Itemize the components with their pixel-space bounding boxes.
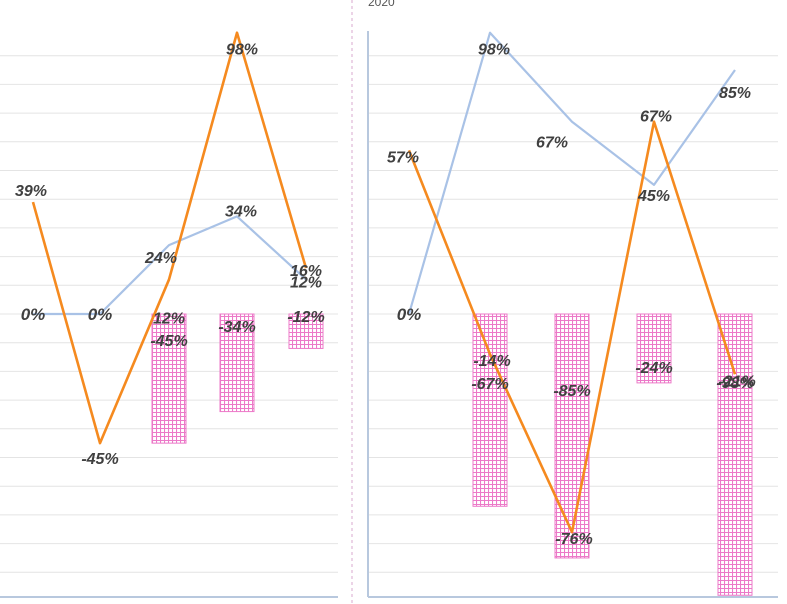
series-2 (31, 31, 308, 445)
series-2 (407, 120, 737, 534)
data-label: 45% (637, 188, 670, 205)
bar (554, 313, 590, 559)
bar (717, 313, 753, 596)
data-labels-0: 0% 0% 24% 34% 12% (21, 203, 322, 324)
data-label: 98% (478, 42, 510, 59)
data-label: -34% (218, 319, 255, 336)
data-label: 39% (15, 183, 47, 200)
panel-title-2020: 2020 (368, 0, 395, 9)
data-label: 67% (640, 109, 672, 126)
data-label: -85% (553, 383, 590, 400)
series-line (407, 31, 736, 315)
data-labels-2: 39% -45% 12% 98% 16% (15, 42, 322, 468)
data-label: -21% (718, 373, 755, 390)
data-label: 85% (719, 85, 751, 102)
series-1 (472, 313, 753, 596)
series-1 (151, 313, 324, 444)
chart-panel-right: 0% 98% 67% 45% 85% -67% -85% -24% -98% 57% -14% -76… (367, 31, 778, 598)
data-label: 16% (290, 263, 322, 280)
data-labels-1: -45% -34% -12% (150, 309, 324, 350)
series-line (407, 120, 737, 534)
chart-panel-left: 0% 0% 24% 34% 12% -45% -34% -12% 39% -45% 12% 98% 16… (0, 31, 338, 598)
bar (288, 313, 324, 349)
data-label: 12% (290, 275, 322, 292)
data-label: 0% (88, 305, 113, 324)
data-label: 24% (144, 250, 177, 267)
data-label: -14% (473, 353, 510, 370)
bar (151, 313, 187, 444)
data-label: 12% (153, 311, 185, 328)
series-line (31, 31, 308, 445)
data-label: 57% (387, 149, 419, 166)
gridlines (0, 55, 338, 573)
data-labels-0: 0% 98% 67% 45% 85% (397, 42, 751, 324)
data-label: 0% (397, 305, 422, 324)
data-label: -45% (81, 451, 118, 468)
data-label: -76% (555, 531, 592, 548)
data-label: -98% (716, 375, 753, 392)
data-labels-1: -67% -85% -24% -98% (471, 360, 753, 400)
data-label: 67% (536, 135, 568, 152)
data-label: 98% (226, 42, 258, 59)
data-label: -24% (635, 360, 672, 377)
series-line (33, 215, 307, 316)
data-label: -67% (471, 376, 508, 393)
bar (472, 313, 508, 507)
bar (219, 313, 255, 413)
data-label: 34% (225, 203, 257, 220)
data-label: 0% (21, 305, 46, 324)
series-0 (33, 215, 307, 316)
series-0 (407, 31, 736, 315)
data-label: -12% (287, 309, 324, 326)
data-labels-2: 57% -14% -76% 67% -21% (387, 109, 756, 548)
data-label: -45% (150, 333, 187, 350)
bar (636, 313, 672, 384)
